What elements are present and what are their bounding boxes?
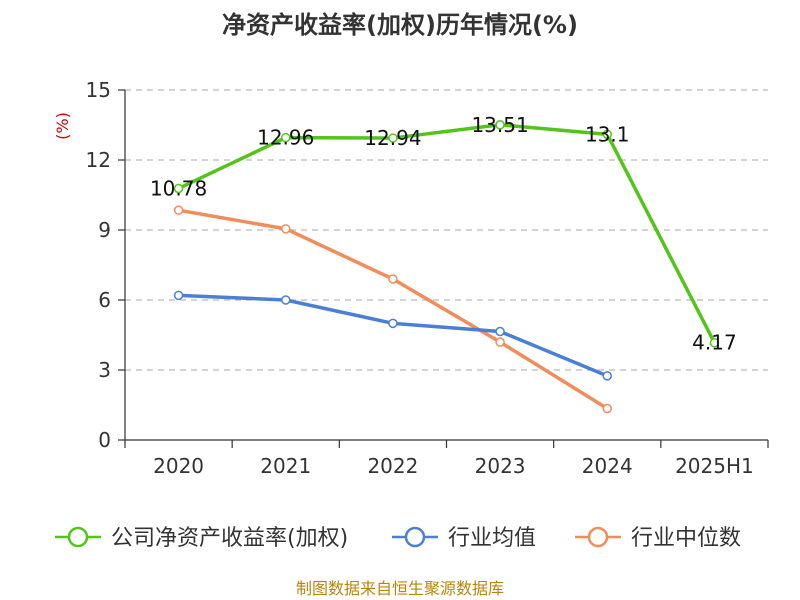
legend-label: 公司净资产收益率(加权)	[111, 526, 348, 551]
data-point[interactable]	[495, 326, 505, 337]
legend-item[interactable]: 公司净资产收益率(加权)	[55, 526, 348, 551]
data-label: 10.78	[150, 176, 207, 200]
data-point[interactable]	[602, 403, 612, 414]
legend-marker	[587, 526, 609, 548]
data-label: 12.96	[257, 126, 314, 150]
axes: 0 3 6 9 12 15 2020 2021 2022 2023 2024 2025H1	[86, 78, 769, 478]
series-layer	[173, 120, 720, 414]
chart-title: 净资产收益率(加权)历年情况(%)	[222, 11, 578, 39]
legend-marker	[67, 526, 89, 548]
data-point[interactable]	[602, 371, 612, 381]
data-point[interactable]	[709, 337, 720, 348]
data-point[interactable]	[173, 183, 184, 194]
y-tick-label: 6	[98, 288, 111, 312]
data-point[interactable]	[388, 274, 398, 284]
data-point[interactable]	[173, 205, 184, 215]
data-label: 4.17	[692, 331, 737, 355]
x-tick-label: 2020	[153, 454, 204, 478]
legend-label: 行业中位数	[631, 526, 741, 551]
data-point[interactable]	[281, 132, 291, 143]
data-point[interactable]	[281, 295, 291, 305]
data-labels: 10.78 12.96 12.94 13.51 13.1 4.17	[150, 113, 737, 355]
data-label: 13.51	[471, 113, 528, 137]
data-point[interactable]	[388, 133, 398, 143]
data-label: 13.1	[585, 122, 630, 146]
x-tick-label: 2025H1	[675, 454, 754, 478]
data-point[interactable]	[173, 290, 184, 301]
legend-item[interactable]: 行业中位数	[575, 526, 741, 551]
y-tick-label: 0	[98, 428, 111, 452]
series-line	[178, 208, 609, 410]
y-tick-label: 3	[98, 358, 111, 382]
data-point[interactable]	[281, 224, 291, 234]
y-tick-label: 9	[98, 218, 111, 242]
legend[interactable]: 公司净资产收益率(加权) 行业均值 行业中位数	[55, 526, 741, 551]
data-point[interactable]	[495, 120, 505, 130]
data-point[interactable]	[388, 318, 398, 329]
y-axis-unit: (%)	[53, 112, 72, 140]
x-tick-label: 2022	[367, 454, 418, 478]
data-point[interactable]	[602, 129, 612, 140]
y-tick-label: 15	[86, 78, 111, 102]
x-tick-label: 2021	[260, 454, 311, 478]
source-note: 制图数据来自恒生聚源数据库	[296, 579, 504, 598]
x-tick-label: 2023	[475, 454, 526, 478]
legend-item[interactable]: 行业均值	[392, 526, 536, 551]
legend-label: 行业均值	[448, 526, 536, 551]
series-line	[178, 293, 608, 378]
data-point[interactable]	[495, 337, 505, 347]
series-line	[177, 123, 716, 344]
x-tick-label: 2024	[582, 454, 633, 478]
grid-lines	[125, 89, 768, 371]
y-tick-label: 12	[86, 148, 111, 172]
data-label: 12.94	[364, 126, 421, 150]
legend-marker	[404, 526, 426, 548]
